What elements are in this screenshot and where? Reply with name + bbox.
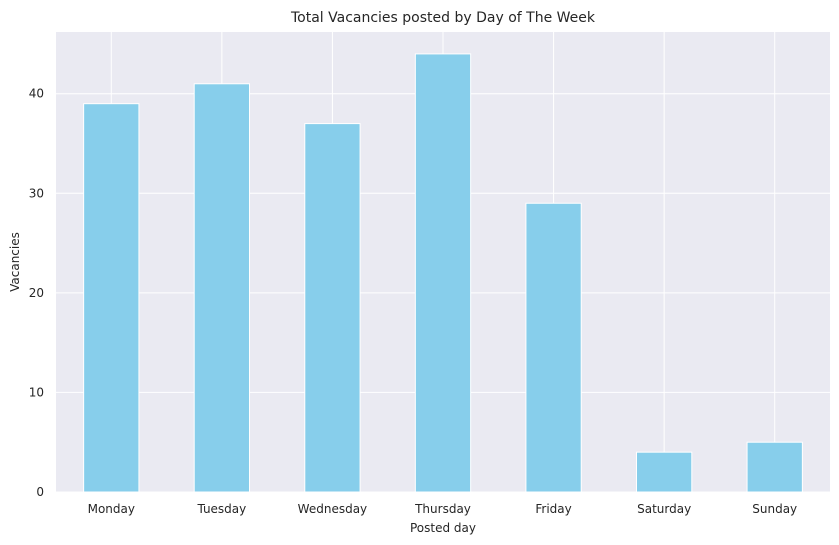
x-tick-label: Sunday (752, 502, 797, 516)
x-tick-label: Wednesday (298, 502, 367, 516)
bars (83, 53, 803, 493)
bar-monday (83, 103, 140, 493)
bar-tuesday (193, 83, 250, 493)
x-tick-label: Monday (88, 502, 135, 516)
y-tick-label: 10 (29, 385, 44, 399)
y-tick-labels: 0 10 20 30 40 (29, 87, 44, 499)
x-tick-labels: Monday Tuesday Wednesday Thursday Friday Satu… (88, 502, 798, 516)
x-tick-label: Thursday (414, 502, 471, 516)
bar-sunday (746, 441, 803, 493)
bar-thursday (414, 53, 472, 493)
y-tick-label: 20 (29, 286, 44, 300)
x-tick-label: Friday (535, 502, 571, 516)
bar-wednesday (304, 123, 361, 493)
bar-friday (525, 202, 582, 493)
y-tick-label: 30 (29, 186, 44, 200)
x-tick-label: Tuesday (196, 502, 246, 516)
y-tick-label: 40 (29, 87, 44, 101)
x-tick-label: Saturday (637, 502, 691, 516)
y-axis-label: Vacancies (8, 232, 22, 292)
y-tick-label: 0 (36, 485, 44, 499)
chart-title: Total Vacancies posted by Day of The Wee… (290, 10, 596, 26)
x-axis-label: Posted day (410, 521, 476, 535)
bar-saturday (636, 451, 693, 493)
